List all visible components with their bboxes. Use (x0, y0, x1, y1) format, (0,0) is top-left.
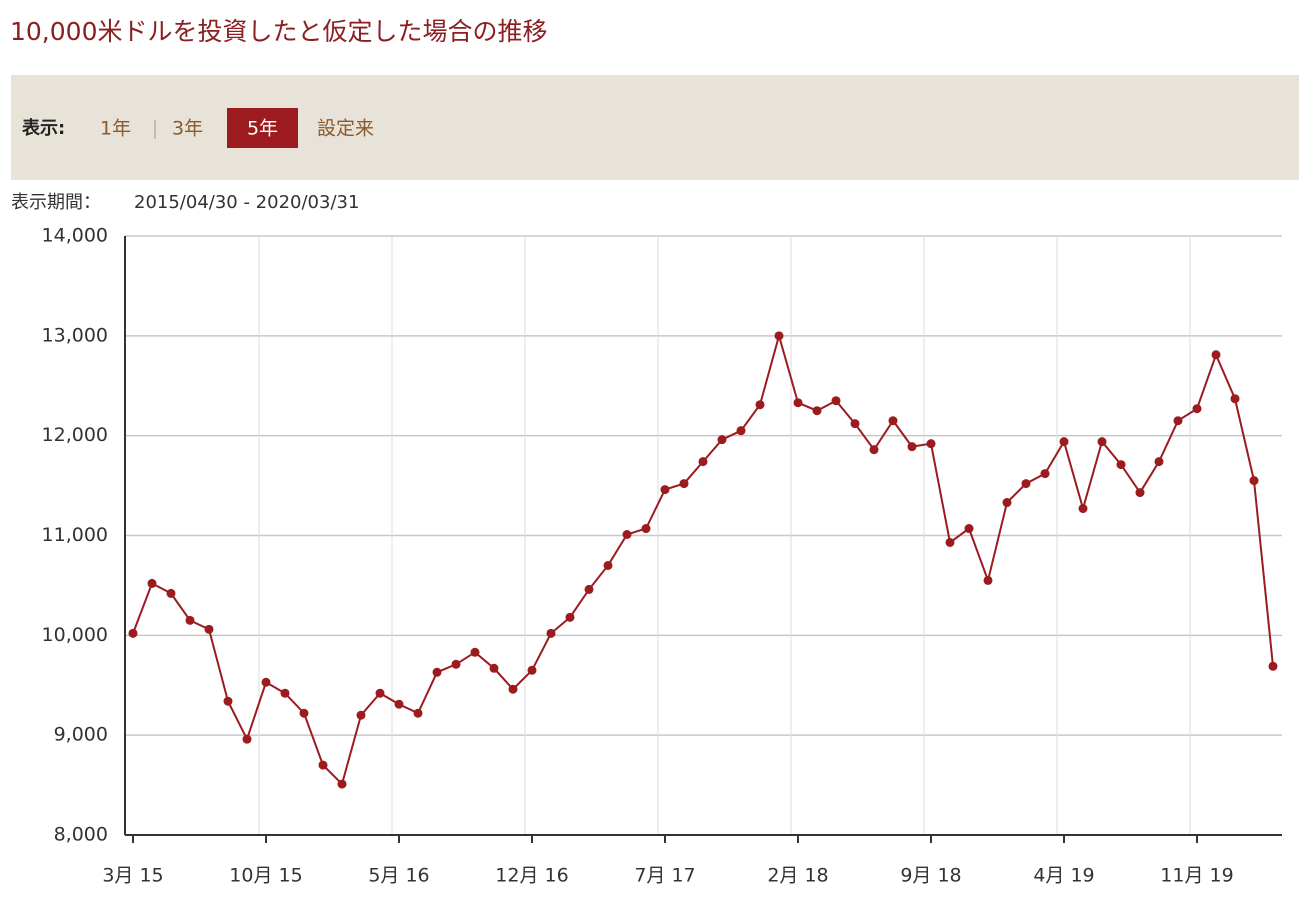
data-point (432, 667, 442, 677)
data-point (280, 688, 290, 698)
data-point (584, 584, 594, 594)
option-active-bg (227, 108, 298, 148)
data-point (1268, 661, 1278, 671)
data-point (508, 684, 518, 694)
data-point (565, 612, 575, 622)
data-point (964, 524, 974, 534)
data-point (527, 665, 537, 675)
data-point (489, 663, 499, 673)
control-label: 表示: (22, 117, 65, 139)
data-point (470, 647, 480, 657)
data-point (223, 696, 233, 706)
data-point (869, 445, 879, 455)
data-point (793, 398, 803, 408)
data-point (1078, 504, 1088, 514)
data-point (983, 575, 993, 585)
data-point (242, 734, 252, 744)
data-point (1002, 498, 1012, 508)
period-option[interactable]: 1年 (100, 118, 131, 140)
data-point (1249, 476, 1259, 486)
data-point (1097, 437, 1107, 447)
data-point (318, 760, 328, 770)
x-tick-label: 10月 15 (229, 865, 302, 887)
y-tick-label: 13,000 (42, 324, 108, 346)
data-point (1116, 460, 1126, 470)
x-tick-label: 12月 16 (495, 865, 568, 887)
data-point (926, 439, 936, 449)
data-point (831, 396, 841, 406)
data-point (394, 699, 404, 709)
x-tick-label: 4月 19 (1033, 865, 1094, 887)
data-point (204, 624, 214, 634)
data-point (1059, 437, 1069, 447)
data-point (907, 442, 917, 452)
data-point (147, 578, 157, 588)
data-point (1173, 416, 1183, 426)
data-point (1154, 457, 1164, 467)
data-point (337, 779, 347, 789)
data-point (812, 406, 822, 416)
data-point (945, 537, 955, 547)
y-tick-label: 10,000 (42, 624, 108, 646)
data-point (888, 416, 898, 426)
data-point (261, 677, 271, 687)
period-value: 2015/04/30 - 2020/03/31 (134, 192, 359, 213)
data-point (1192, 404, 1202, 414)
data-point (546, 628, 556, 638)
period-option[interactable]: 3年 (172, 118, 203, 140)
x-tick-label: 5月 16 (368, 865, 429, 887)
data-point (603, 560, 613, 570)
data-point (736, 426, 746, 436)
data-point (166, 588, 176, 598)
period-option[interactable]: 5年 (247, 118, 278, 140)
data-point (128, 628, 138, 638)
y-tick-label: 14,000 (42, 225, 108, 247)
period-option[interactable]: 設定来 (317, 118, 374, 140)
control-bar (11, 75, 1299, 180)
data-point (375, 688, 385, 698)
data-point (698, 457, 708, 467)
y-tick-label: 9,000 (54, 724, 108, 746)
x-tick-label: 3月 15 (102, 865, 163, 887)
data-point (1040, 469, 1050, 479)
x-tick-label: 9月 18 (900, 865, 961, 887)
data-point (413, 708, 423, 718)
data-point (451, 659, 461, 669)
data-point (622, 530, 632, 540)
data-point (679, 479, 689, 489)
y-tick-label: 12,000 (42, 424, 108, 446)
data-point (1230, 394, 1240, 404)
data-point (299, 708, 309, 718)
y-tick-label: 11,000 (42, 524, 108, 546)
data-point (185, 615, 195, 625)
data-point (850, 419, 860, 429)
data-point (660, 485, 670, 495)
data-point (717, 435, 727, 445)
data-point (1135, 488, 1145, 498)
x-tick-label: 2月 18 (767, 865, 828, 887)
data-point (755, 400, 765, 410)
page-title: 10,000米ドルを投資したと仮定した場合の推移 (10, 17, 547, 46)
period-label: 表示期間： (11, 192, 101, 213)
y-tick-label: 8,000 (54, 824, 108, 846)
data-point (1211, 350, 1221, 360)
data-point (774, 331, 784, 341)
data-point (1021, 479, 1031, 489)
x-tick-label: 11月 19 (1160, 865, 1233, 887)
data-point (356, 710, 366, 720)
data-point (641, 524, 651, 534)
x-tick-label: 7月 17 (634, 865, 695, 887)
